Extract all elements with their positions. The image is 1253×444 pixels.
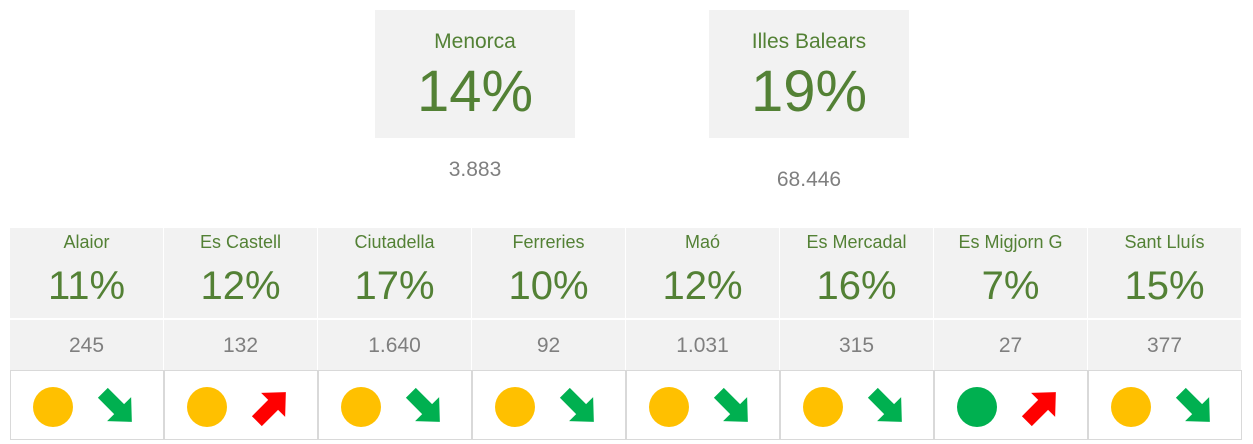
indicators: [33, 387, 132, 427]
status-circle: [341, 387, 381, 427]
municipality-count: 92: [472, 320, 626, 370]
status-circle: [957, 387, 997, 427]
indicator-cell: [934, 370, 1088, 440]
municipality-name: Es Migjorn G: [934, 228, 1088, 258]
municipality-count: 315: [780, 320, 934, 370]
municipality-percent: 11%: [10, 258, 164, 320]
status-circle: [649, 387, 689, 427]
status-circle: [1111, 387, 1151, 427]
indicator-cell: [10, 370, 164, 440]
indicators: [957, 387, 1056, 427]
trend-arrow: [559, 387, 594, 422]
trend-arrow: [405, 387, 440, 422]
status-circle: [803, 387, 843, 427]
municipality-percent: 7%: [934, 258, 1088, 320]
municipality-name: Ciutadella: [318, 228, 472, 258]
status-circle: [187, 387, 227, 427]
municipality-count: 245: [10, 320, 164, 370]
trend-arrow: [1175, 387, 1210, 422]
municipality-count: 1.031: [626, 320, 780, 370]
municipality-percent: 12%: [164, 258, 318, 320]
region-percent: 14%: [416, 59, 534, 124]
municipality-name: Ferreries: [472, 228, 626, 258]
trend-arrow: [867, 387, 902, 422]
summary-card: Menorca 14%: [375, 10, 575, 138]
indicators: [803, 387, 902, 427]
indicator-cell: [164, 370, 318, 440]
indicators: [187, 387, 286, 427]
indicator-cell: [472, 370, 626, 440]
trend-arrow: [251, 392, 286, 427]
municipality-percent: 15%: [1088, 258, 1242, 320]
status-circle: [33, 387, 73, 427]
indicator-cell: [1088, 370, 1242, 440]
region-count: 68.446: [776, 168, 842, 191]
municipality-count: 27: [934, 320, 1088, 370]
indicator-cell: [318, 370, 472, 440]
trend-arrow: [713, 387, 748, 422]
municipality-percent: 12%: [626, 258, 780, 320]
indicators: [341, 387, 440, 427]
indicator-cell: [780, 370, 934, 440]
trend-arrow: [97, 387, 132, 422]
municipality-name: Es Castell: [164, 228, 318, 258]
indicators: [495, 387, 594, 427]
municipality-name: Maó: [626, 228, 780, 258]
municipality-count: 132: [164, 320, 318, 370]
municipality-count: 1.640: [318, 320, 472, 370]
indicator-cell: [626, 370, 780, 440]
region-name: Illes Balears: [751, 30, 867, 53]
municipality-percent: 17%: [318, 258, 472, 320]
municipality-name: Es Mercadal: [780, 228, 934, 258]
status-circle: [495, 387, 535, 427]
summary-card: Illes Balears 19%: [709, 10, 909, 138]
indicators: [1111, 387, 1210, 427]
region-count: 3.883: [448, 158, 502, 181]
trend-arrow: [1021, 392, 1056, 427]
municipality-name: Sant Lluís: [1088, 228, 1242, 258]
municipality-percent: 16%: [780, 258, 934, 320]
indicators: [649, 387, 748, 427]
municipality-count: 377: [1088, 320, 1242, 370]
municipality-name: Alaior: [10, 228, 164, 258]
municipality-percent: 10%: [472, 258, 626, 320]
region-name: Menorca: [434, 30, 516, 53]
region-percent: 19%: [750, 59, 868, 124]
